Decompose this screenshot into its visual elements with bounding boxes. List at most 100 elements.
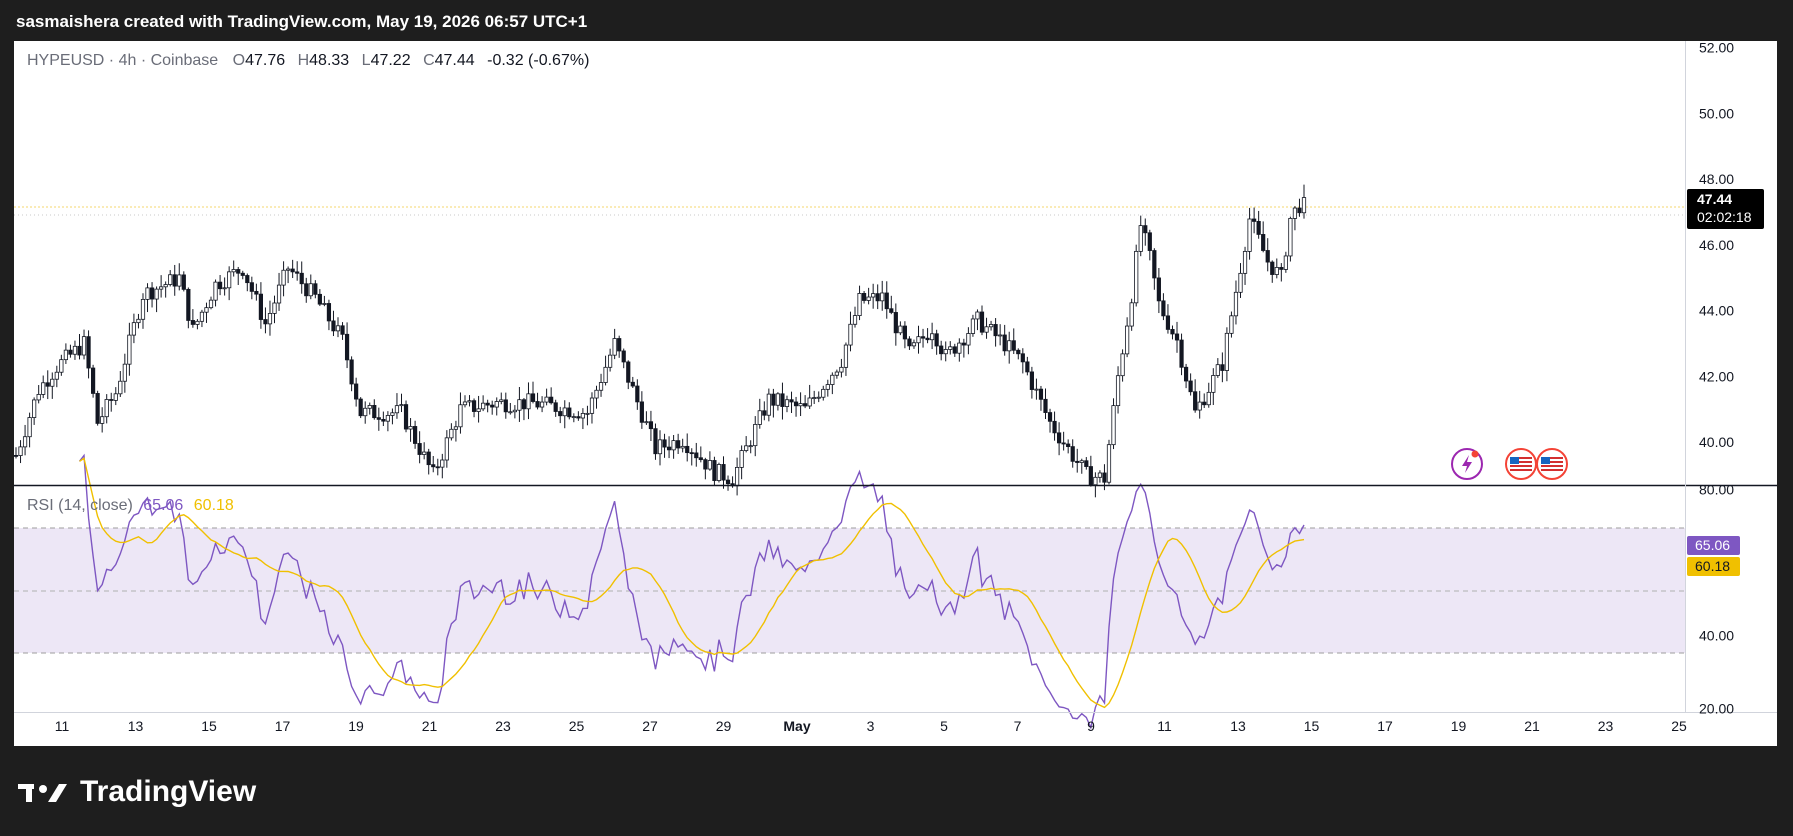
candle-body	[1292, 207, 1298, 219]
candle-body	[866, 296, 871, 301]
price-axis[interactable]: 52.00 50.00 48.00 46.00 44.00 42.00 40.00	[1699, 41, 1734, 450]
candle-body	[100, 416, 105, 424]
rsi-legend[interactable]: RSI (14, close) 65.06 60.18	[27, 497, 234, 515]
chart-panel[interactable]: 52.00 50.00 48.00 46.00 44.00 42.00 40.00 80.0…	[14, 41, 1777, 746]
candle-body	[422, 451, 427, 455]
lightning-event-icon[interactable]	[1451, 448, 1483, 480]
candle-body	[149, 287, 155, 300]
candle-body	[517, 399, 522, 411]
candle-body	[657, 439, 663, 455]
candle-body	[666, 446, 672, 451]
candle-body	[27, 417, 32, 438]
tradingview-logo-icon	[18, 784, 67, 802]
candle-body	[344, 333, 350, 361]
candle-body	[381, 418, 386, 422]
candle-body	[131, 322, 137, 336]
candle-body	[762, 410, 767, 416]
candle-body	[952, 346, 957, 354]
candle-body	[145, 287, 150, 300]
candle-body	[803, 403, 808, 407]
candle-body	[326, 303, 332, 322]
candle-body	[839, 366, 844, 373]
time-axis[interactable]: 11 13 15 17 19 21 23 25 27 29 May 3 5 7 9 11 13 15 17 19 21 2…	[55, 718, 1687, 734]
candle-body	[639, 401, 644, 423]
candle-body	[585, 412, 590, 415]
candle-body	[1301, 197, 1307, 214]
candle-body	[385, 415, 390, 422]
candle-body	[458, 404, 463, 428]
candle-body	[526, 393, 531, 410]
time-tick-label-15: 11	[1157, 718, 1172, 734]
tradingview-logo-text: TradingView	[80, 775, 257, 808]
candle-body	[41, 382, 46, 395]
legend-open-label: O	[232, 52, 246, 69]
candle-body	[1088, 466, 1093, 486]
candle-body	[217, 281, 223, 290]
candle-body	[1161, 300, 1166, 317]
time-tick-label-4: 19	[348, 718, 364, 734]
candle-body	[775, 393, 781, 406]
candle-body	[911, 342, 917, 347]
candle-body	[757, 410, 762, 425]
candle-body	[417, 443, 422, 455]
candle-body	[807, 397, 812, 407]
candle-body	[213, 281, 218, 301]
candle-body	[199, 311, 205, 322]
candle-body	[1252, 218, 1257, 222]
candle-body	[1043, 398, 1048, 413]
rsi-band	[14, 528, 1685, 653]
candle-body	[1111, 405, 1116, 446]
candle-body	[204, 307, 209, 313]
candle-body	[77, 345, 82, 356]
us-flag-event-icon-2[interactable]	[1536, 448, 1568, 480]
candle-body	[208, 299, 214, 309]
candle-body	[979, 311, 985, 333]
candle-body	[549, 396, 554, 404]
candle-body	[798, 403, 803, 407]
candle-body	[240, 272, 245, 276]
candle-body	[1115, 375, 1121, 407]
candle-body	[1029, 371, 1034, 390]
candle-body	[1152, 250, 1157, 279]
rsi-tick-label-3: 20.00	[1699, 700, 1734, 716]
candle-body	[1002, 334, 1007, 352]
ohlc-legend[interactable]: HYPEUSD · 4h · Coinbase O47.76 H48.33 L4…	[27, 52, 589, 70]
candle-body	[580, 413, 586, 419]
candle-body	[725, 479, 731, 485]
legend-open: 47.76	[245, 52, 286, 69]
candle-body	[290, 268, 295, 273]
candle-body	[390, 412, 395, 416]
candle-body	[32, 399, 37, 418]
legend-high: 48.33	[309, 52, 350, 69]
candle-body	[698, 457, 703, 461]
candle-body	[689, 452, 694, 455]
rsi-line	[78, 453, 1305, 730]
candle-body	[567, 407, 572, 418]
chart-canvas[interactable]: 52.00 50.00 48.00 46.00 44.00 42.00 40.00 80.0…	[14, 41, 1777, 746]
candle-body	[59, 359, 64, 373]
candle-body	[603, 366, 608, 383]
time-tick-label-10: May	[783, 718, 810, 734]
candle-body	[1202, 401, 1207, 406]
candle-body	[825, 384, 830, 390]
candle-body	[562, 407, 567, 417]
legend-symbol: HYPEUSD · 4h · Coinbase	[27, 52, 219, 69]
candle-body	[462, 401, 468, 406]
candle-body	[934, 333, 939, 347]
candle-body	[793, 401, 799, 407]
candle-body	[453, 426, 459, 430]
candle-body	[694, 452, 699, 459]
candle-body	[440, 459, 445, 468]
us-flag-event-icon[interactable]	[1505, 448, 1537, 480]
candle-body	[308, 283, 313, 297]
candle-body	[957, 342, 962, 354]
candle-body	[998, 334, 1003, 337]
candle-body	[748, 445, 753, 448]
candle-body	[644, 421, 649, 424]
candle-body	[626, 361, 631, 383]
candle-body	[1084, 460, 1089, 467]
candle-body	[1125, 325, 1130, 355]
candle-body	[621, 350, 626, 363]
tradingview-logo[interactable]: TradingView	[18, 772, 256, 812]
